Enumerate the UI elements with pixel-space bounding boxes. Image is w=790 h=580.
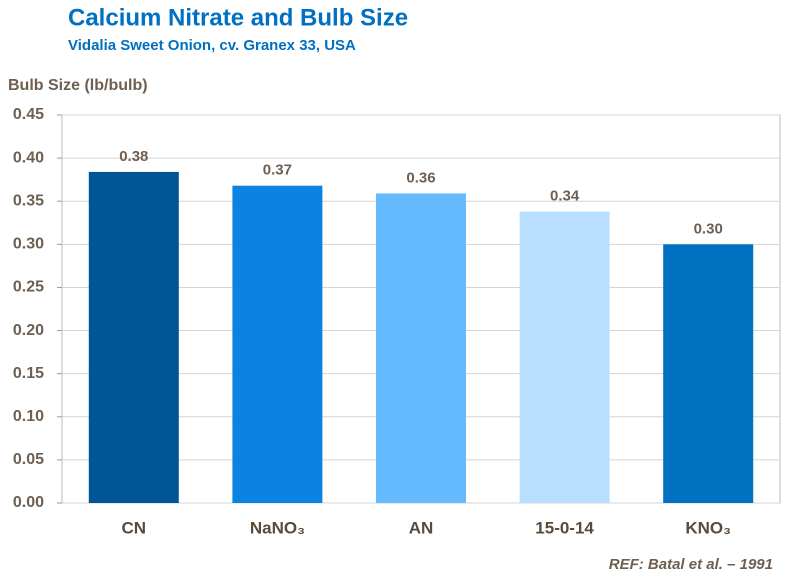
value-label: 0.36 <box>406 169 435 186</box>
value-label: 0.37 <box>263 162 292 179</box>
x-tick-label: NaNO₃ <box>250 518 305 537</box>
bar <box>663 244 754 504</box>
value-label: 0.38 <box>119 148 148 165</box>
x-tick-label: 15-0-14 <box>535 518 594 537</box>
chart-title: Calcium Nitrate and Bulb Size <box>68 4 408 31</box>
value-label: 0.30 <box>694 220 723 237</box>
y-tick-label: 0.00 <box>13 494 44 511</box>
bar <box>376 193 466 503</box>
y-tick-label: 0.45 <box>13 106 44 123</box>
x-tick-label: CN <box>122 518 147 537</box>
bar <box>232 185 323 504</box>
value-label: 0.34 <box>550 188 580 205</box>
reference-note: REF: Batal et al. – 1991 <box>609 556 773 573</box>
y-tick-label: 0.40 <box>13 149 44 166</box>
bar <box>88 171 179 503</box>
bar <box>519 211 610 503</box>
y-tick-label: 0.30 <box>13 236 44 253</box>
y-axis-label: Bulb Size (lb/bulb) <box>8 77 148 94</box>
x-tick-label: KNO₃ <box>685 518 731 537</box>
x-tick-label: AN <box>409 518 434 537</box>
y-tick-label: 0.05 <box>13 451 44 468</box>
y-tick-label: 0.20 <box>13 322 44 339</box>
y-tick-label: 0.10 <box>13 408 44 425</box>
chart-subtitle: Vidalia Sweet Onion, cv. Granex 33, USA <box>68 37 356 54</box>
y-tick-label: 0.25 <box>13 279 44 296</box>
y-tick-label: 0.15 <box>13 365 44 382</box>
y-tick-label: 0.35 <box>13 192 44 209</box>
